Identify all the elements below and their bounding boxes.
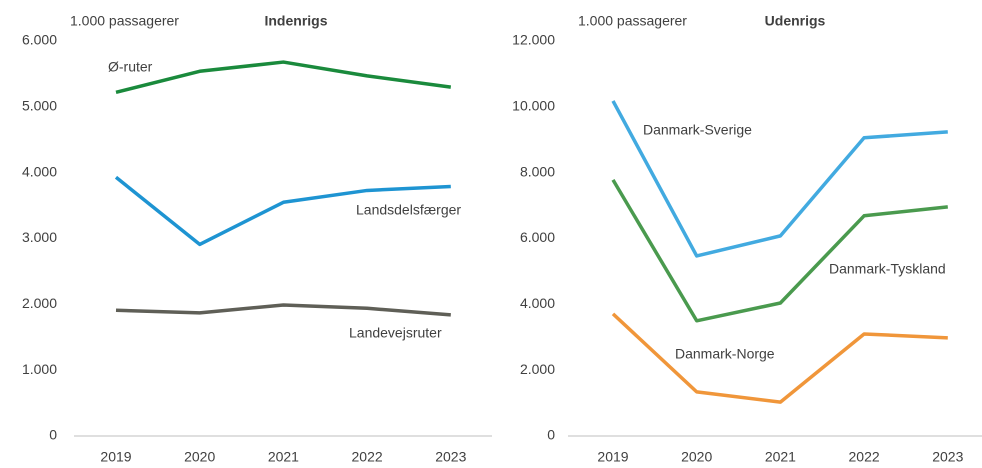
y-tick-label: 0 xyxy=(49,427,57,443)
x-tick-label: 2021 xyxy=(268,449,299,465)
x-tick-label: 2020 xyxy=(681,449,712,465)
axis-label: 1.000 passagerer xyxy=(70,13,179,29)
y-tick-label: 1.000 xyxy=(22,361,57,377)
x-tick-label: 2022 xyxy=(352,449,383,465)
y-tick-label: 6.000 xyxy=(22,32,57,48)
y-tick-label: 4.000 xyxy=(22,163,57,179)
x-tick-label: 2021 xyxy=(765,449,796,465)
series-label: Landevejsruter xyxy=(349,325,442,341)
series-label: Danmark-Norge xyxy=(675,346,775,362)
series-line xyxy=(611,179,948,323)
x-tick-label: 2020 xyxy=(184,449,215,465)
y-tick-label: 12.000 xyxy=(512,32,555,48)
y-tick-label: 4.000 xyxy=(520,295,555,311)
series-label: Danmark-Tyskland xyxy=(829,261,946,277)
series-label: Landsdelsfærger xyxy=(356,202,461,218)
series-label: Danmark-Sverige xyxy=(643,122,752,138)
series-line xyxy=(611,312,948,404)
y-tick-label: 6.000 xyxy=(520,229,555,245)
y-tick-label: 8.000 xyxy=(520,163,555,179)
x-tick-label: 2022 xyxy=(849,449,880,465)
y-tick-label: 5.000 xyxy=(22,98,57,114)
series-line xyxy=(115,303,451,317)
x-tick-label: 2023 xyxy=(435,449,466,465)
x-tick-label: 2023 xyxy=(932,449,963,465)
chart-title: Indenrigs xyxy=(264,13,327,29)
axis-label: 1.000 passagerer xyxy=(578,13,687,29)
y-tick-label: 3.000 xyxy=(22,229,57,245)
x-tick-label: 2019 xyxy=(597,449,628,465)
series-label: Ø-ruter xyxy=(108,59,153,75)
series-line xyxy=(115,60,452,95)
chart-title: Udenrigs xyxy=(765,13,826,29)
x-tick-label: 2019 xyxy=(100,449,131,465)
series-line xyxy=(114,175,451,247)
series-line xyxy=(611,100,948,258)
y-tick-label: 2.000 xyxy=(22,295,57,311)
y-tick-label: 10.000 xyxy=(512,98,555,114)
y-tick-label: 0 xyxy=(547,427,555,443)
y-tick-label: 2.000 xyxy=(520,361,555,377)
